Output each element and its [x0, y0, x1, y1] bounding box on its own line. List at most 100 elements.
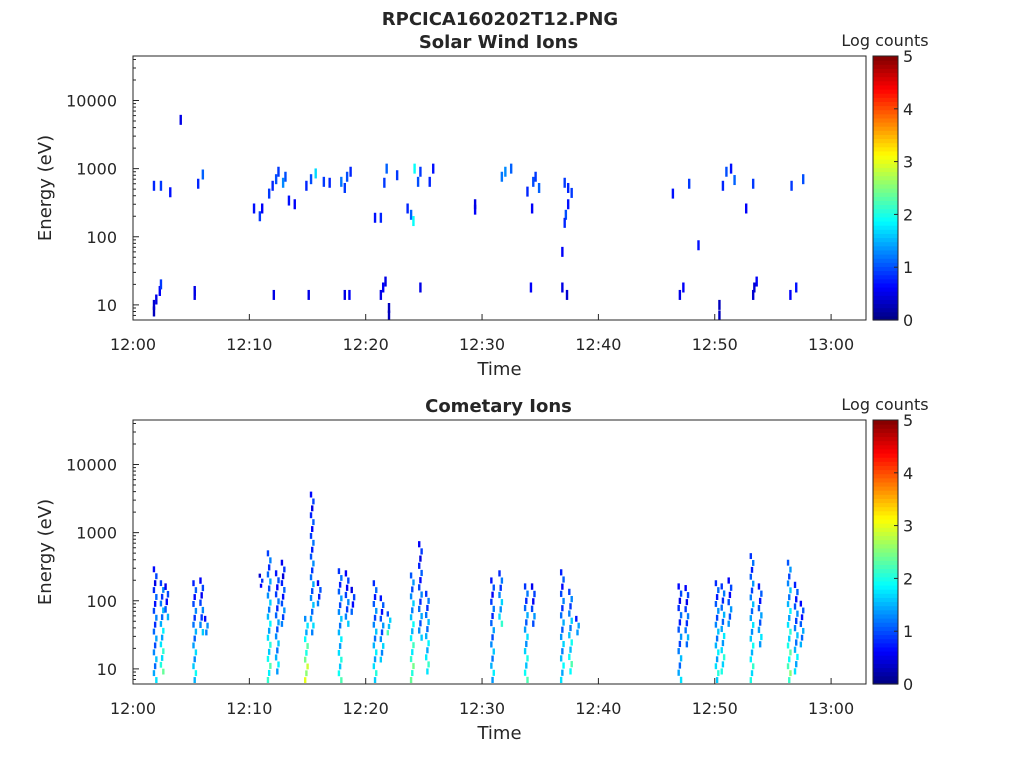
data-cell: [718, 299, 721, 310]
colorbar-tick-label: 3: [903, 517, 913, 536]
data-cell: [720, 583, 723, 590]
data-cell: [678, 619, 682, 626]
colorbar-segment: [873, 130, 898, 135]
colorbar-segment: [873, 453, 898, 458]
data-cell: [309, 553, 313, 560]
data-cell: [193, 677, 196, 683]
data-cell: [530, 203, 534, 214]
colorbar-tick-label: 5: [903, 47, 913, 66]
data-cell: [386, 611, 390, 617]
data-cell: [526, 186, 529, 197]
data-cell: [406, 203, 409, 214]
data-cell: [559, 655, 563, 662]
data-cell: [271, 180, 274, 191]
data-cell: [537, 182, 541, 193]
colorbar-segment: [873, 134, 898, 140]
colorbar-segment: [873, 101, 898, 107]
data-cell: [159, 580, 163, 587]
data-cell: [169, 187, 172, 198]
data-cell: [499, 584, 502, 591]
data-cell: [749, 553, 753, 560]
data-cell: [160, 634, 164, 641]
data-cell: [500, 620, 504, 627]
data-cell: [267, 188, 271, 199]
colorbar-segment: [873, 282, 898, 288]
data-cell: [749, 594, 753, 601]
data-cell: [686, 592, 690, 599]
colorbar-segment: [873, 420, 898, 425]
data-cell: [283, 586, 286, 593]
data-cell: [152, 306, 156, 317]
data-cell: [375, 649, 378, 656]
data-cell: [373, 212, 377, 223]
data-cell: [309, 595, 313, 601]
data-cell: [500, 577, 504, 584]
data-cell: [697, 240, 700, 251]
data-cell: [795, 617, 798, 625]
data-cell: [159, 621, 163, 627]
colorbar-tick-label: 5: [903, 411, 913, 430]
data-cell: [155, 635, 158, 642]
data-cell: [192, 600, 195, 607]
data-cell: [420, 634, 423, 641]
data-cell: [418, 605, 421, 613]
data-cell: [381, 282, 385, 293]
colorbar-segment: [873, 679, 898, 685]
data-cell: [152, 587, 156, 594]
data-cell: [714, 642, 718, 649]
data-cell: [569, 668, 572, 675]
colorbar-segment: [873, 490, 898, 495]
data-cell: [340, 595, 343, 602]
x-tick-label: 13:00: [808, 335, 854, 354]
data-cell: [752, 642, 755, 649]
colorbar-segment: [873, 589, 898, 594]
data-cell: [526, 633, 529, 640]
data-cell: [311, 567, 314, 574]
data-cell: [267, 627, 271, 634]
data-cell: [284, 171, 287, 182]
data-cell: [789, 628, 792, 635]
data-cell: [340, 636, 343, 643]
data-cell: [152, 670, 156, 677]
colorbar-segment: [873, 428, 898, 433]
data-cell: [563, 177, 566, 188]
data-cell: [750, 649, 754, 656]
data-cell: [411, 586, 414, 593]
data-cell: [727, 599, 730, 606]
data-cell: [337, 568, 341, 575]
data-cell: [749, 677, 753, 683]
data-cell: [159, 661, 163, 668]
data-cell: [420, 569, 423, 577]
data-cell: [277, 619, 280, 626]
data-cell: [419, 166, 422, 177]
y-axis-label: Energy (eV): [35, 499, 56, 605]
data-cell: [490, 577, 493, 584]
y-tick-label: 10: [97, 660, 117, 679]
data-cell: [569, 624, 572, 632]
data-cell: [153, 642, 157, 649]
data-cell: [386, 630, 390, 636]
data-cell: [261, 578, 264, 583]
data-cell: [411, 628, 414, 635]
data-cell: [532, 620, 535, 627]
data-cell: [312, 622, 315, 629]
colorbar-segment: [873, 113, 898, 119]
data-cell: [155, 677, 158, 683]
colorbar-segment: [873, 605, 898, 611]
data-cell: [752, 601, 755, 608]
data-cell: [337, 649, 341, 656]
data-cell: [372, 600, 376, 607]
data-cell: [306, 622, 309, 629]
colorbar-segment: [873, 560, 898, 565]
colorbar-frame: [872, 55, 899, 321]
colorbar-segment: [873, 506, 898, 512]
data-cell: [409, 614, 413, 621]
data-cell: [534, 171, 537, 182]
data-cell: [721, 618, 725, 625]
data-cell: [340, 677, 343, 683]
data-cell: [266, 592, 270, 599]
data-cell: [498, 570, 501, 577]
data-cell: [729, 606, 733, 613]
colorbar-segment: [873, 254, 898, 259]
data-cell: [192, 663, 195, 670]
